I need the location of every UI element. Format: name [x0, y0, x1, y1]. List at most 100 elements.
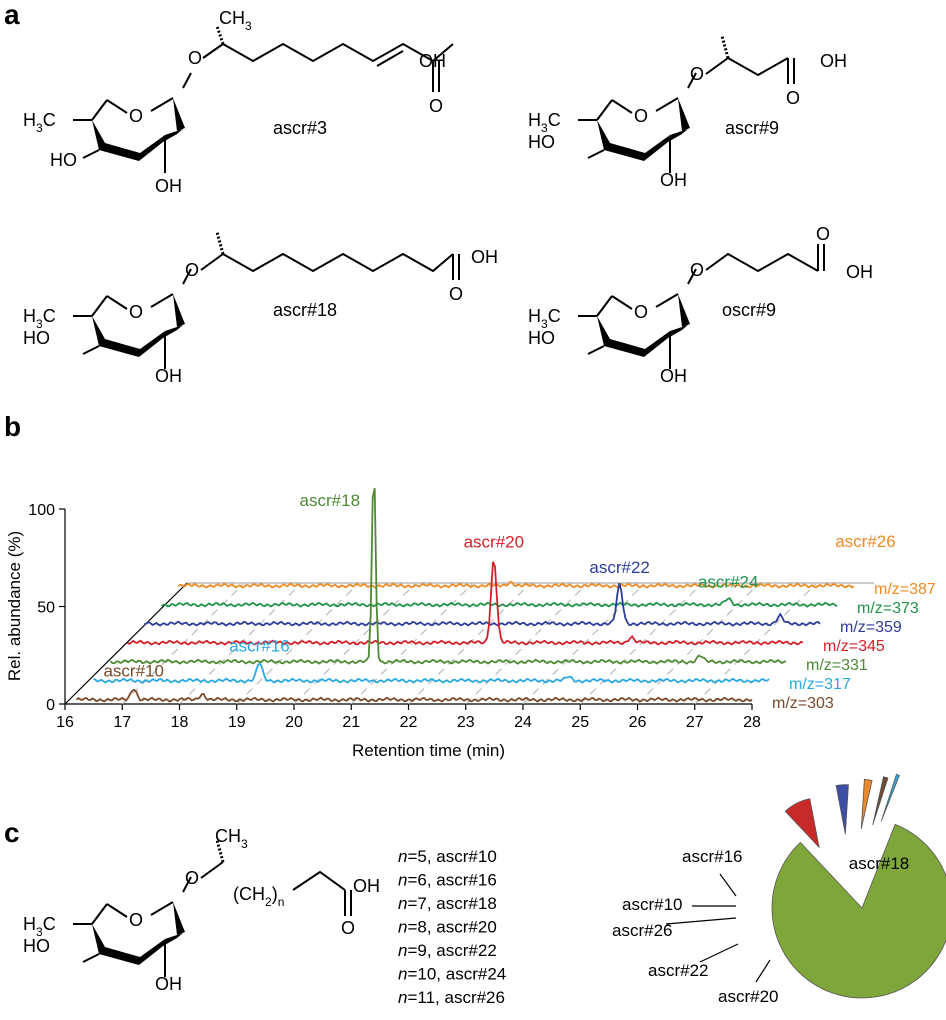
methyl-label: CH3 — [215, 826, 248, 851]
carboxyl-oh: OH — [419, 51, 446, 71]
pie-slice — [872, 776, 889, 826]
carboxyl-oh: OH — [353, 876, 380, 896]
compound-name: oscr#9 — [722, 300, 776, 320]
ether-oxygen: O — [188, 48, 202, 68]
depth-gridline — [637, 582, 760, 705]
series-label: m/z=317 — [789, 676, 851, 693]
ho-label: HO — [528, 132, 555, 152]
series-label: m/z=331 — [806, 657, 868, 674]
oh-label: OH — [155, 974, 182, 994]
pie-leader — [699, 943, 739, 963]
chromatogram-chart: 0 50 100 16 17 18 19 20 21 22 23 24 25 26 27 28 m/z=387 a… — [5, 488, 936, 760]
series-line-mz359 — [144, 582, 821, 627]
pie-leader — [665, 917, 737, 925]
x-tick-label: 26 — [629, 714, 647, 731]
depth-gridline — [408, 582, 531, 705]
x-tick-label: 19 — [228, 714, 246, 731]
x-tick-label: 16 — [56, 714, 74, 731]
x-tick-label: 17 — [113, 714, 131, 731]
pie-label: ascr#26 — [612, 921, 672, 940]
pie-label: ascr#20 — [718, 987, 778, 1006]
peak-label: ascr#16 — [229, 637, 289, 656]
x-tick-label: 27 — [686, 714, 704, 731]
structure-ascr9: O H3C HO OH O O OH ascr#9 — [528, 35, 847, 190]
pie-label: ascr#16 — [682, 847, 742, 866]
ether-oxygen: O — [690, 64, 704, 84]
n-list-item: n=10, ascr#24 — [398, 965, 506, 984]
carbonyl-o: O — [449, 284, 463, 304]
series-line-mz317 — [93, 662, 770, 684]
panel-label-c: c — [4, 817, 20, 848]
compound-name: ascr#3 — [273, 118, 327, 138]
ring-methyl: H3C — [528, 110, 561, 135]
peak-label: ascr#10 — [103, 662, 163, 681]
depth-gridline — [579, 582, 703, 705]
depth-axis — [64, 582, 188, 705]
ring-oxygen: O — [634, 302, 648, 322]
carbonyl-o: O — [341, 918, 355, 938]
series-label: m/z=359 — [840, 619, 902, 636]
ring-oxygen: O — [129, 302, 143, 322]
n-list-item: n=8, ascr#20 — [398, 918, 497, 937]
ether-oxygen: O — [690, 260, 704, 280]
ring-oxygen: O — [129, 106, 143, 126]
pie-label: ascr#18 — [849, 854, 909, 873]
n-list-item: n=5, ascr#10 — [398, 847, 497, 866]
ho-label: HO — [50, 150, 77, 170]
compound-name: ascr#18 — [273, 300, 337, 320]
ether-oxygen: O — [185, 868, 199, 888]
structure-oscr9: O H3C HO OH O O OH oscr#9 — [528, 224, 873, 386]
n-list-item: n=7, ascr#18 — [398, 894, 497, 913]
peak-label: ascr#26 — [835, 532, 895, 551]
panel-label-a: a — [4, 0, 20, 30]
ether-oxygen: O — [185, 260, 199, 280]
y-axis-label: Rel. abundance (%) — [5, 531, 24, 681]
y-tick-label: 100 — [28, 502, 55, 519]
oh-label: OH — [660, 170, 687, 190]
ring-methyl: H3C — [23, 110, 56, 135]
carboxyl-oh: OH — [471, 247, 498, 267]
n-series-list: n=5, ascr#10 n=6, ascr#16 n=7, ascr#18 n=8,… — [398, 847, 506, 1007]
peak-label: ascr#18 — [300, 491, 360, 510]
n-list-item: n=11, ascr#26 — [398, 988, 505, 1007]
carboxyl-oh: OH — [846, 262, 873, 282]
pie-slice — [784, 798, 820, 849]
n-list-item: n=6, ascr#16 — [398, 871, 497, 890]
carbonyl-o: O — [816, 224, 830, 244]
series-label: m/z=345 — [823, 638, 885, 655]
n-list-item: n=9, ascr#22 — [398, 941, 497, 960]
pie-label: ascr#22 — [648, 961, 708, 980]
x-tick-label: 21 — [342, 714, 360, 731]
pie-label: ascr#10 — [622, 895, 682, 914]
pie-slice — [835, 784, 849, 835]
x-tick-label: 23 — [457, 714, 475, 731]
x-tick-label: 28 — [743, 714, 761, 731]
series-line-mz331 — [109, 488, 787, 665]
pie-slice — [860, 778, 873, 829]
y-tick-label: 0 — [46, 697, 55, 714]
methyl-label: CH3 — [219, 8, 252, 33]
series-line-mz303 — [75, 688, 753, 703]
structure-ascr18: O H3C HO OH O O OH ascr#18 — [23, 231, 498, 386]
panel-label-b: b — [4, 411, 21, 442]
series-line-mz373 — [160, 597, 838, 608]
x-tick-label: 25 — [571, 714, 589, 731]
chain-label: (CH2)n — [233, 884, 284, 909]
x-tick-label: 18 — [171, 714, 189, 731]
carbonyl-o: O — [429, 96, 443, 116]
compound-name: ascr#9 — [725, 118, 779, 138]
pie-slice — [880, 773, 900, 822]
oh-label: OH — [660, 366, 687, 386]
ring-methyl: H3C — [23, 306, 56, 331]
peak-label: ascr#22 — [589, 558, 649, 577]
ring-oxygen: O — [129, 910, 143, 930]
structure-general-ascr: O H3C HO OH O CH3 (CH2)n O OH — [23, 826, 380, 994]
structure-ascr3: O H3C HO OH O CH3 O OH ascr#3 — [23, 8, 454, 196]
pie-slice — [771, 823, 946, 999]
series-line-mz345 — [126, 561, 804, 646]
ring-oxygen: O — [634, 106, 648, 126]
carboxyl-oh: OH — [820, 51, 847, 71]
oh-label: OH — [155, 176, 182, 196]
